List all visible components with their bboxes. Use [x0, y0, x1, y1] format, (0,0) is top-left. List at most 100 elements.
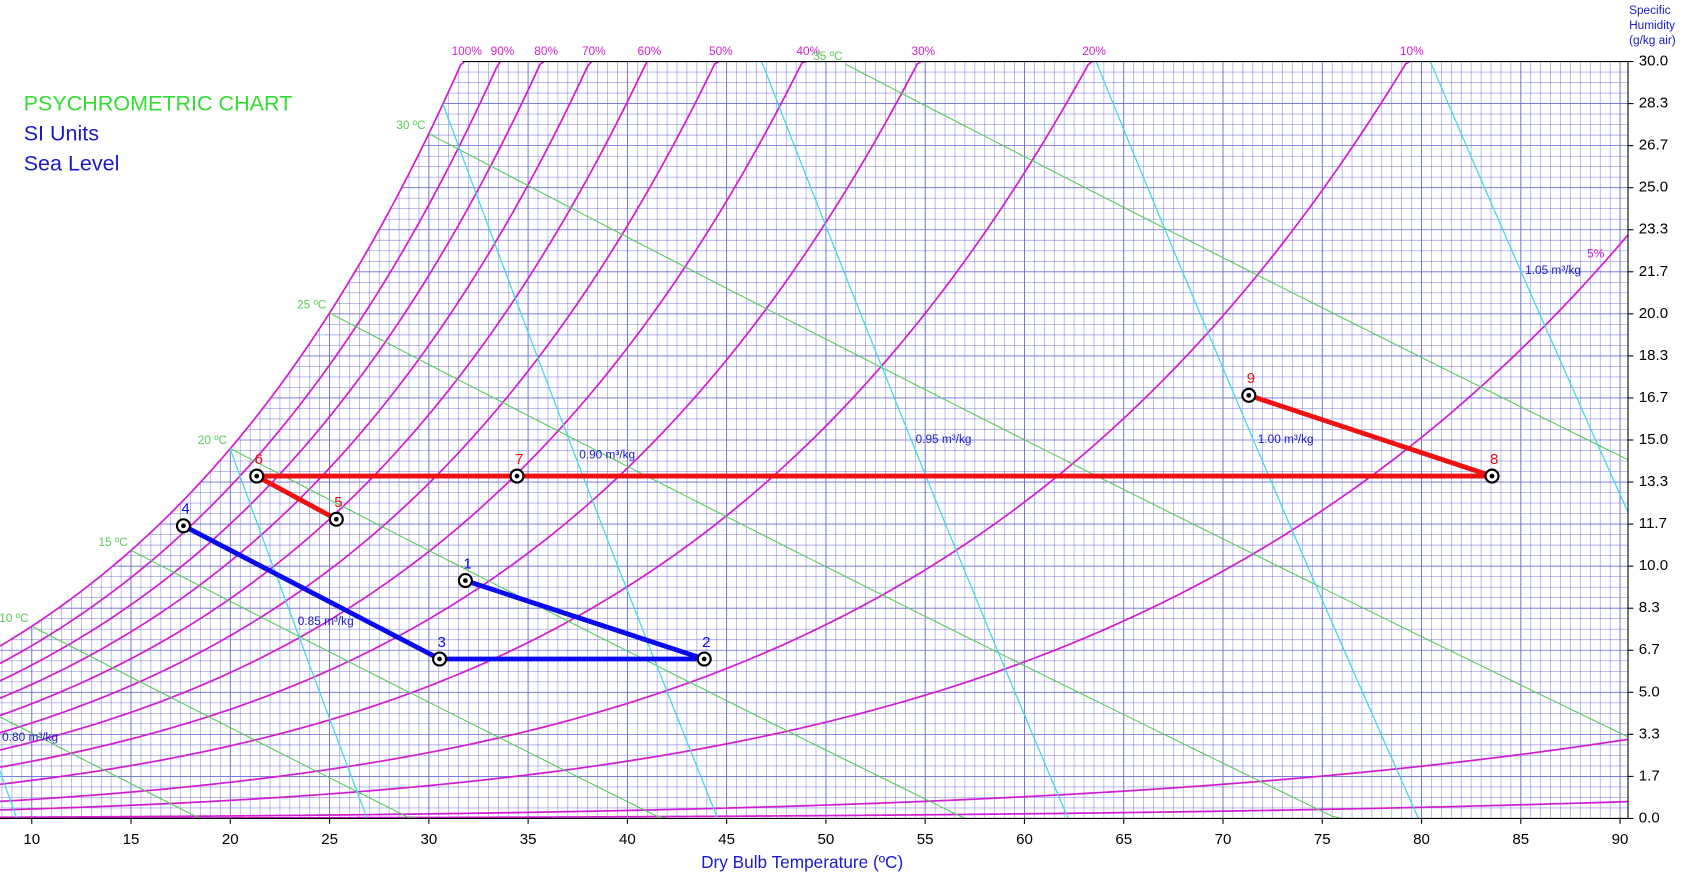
y-tick-label: 1.7	[1639, 767, 1660, 784]
x-tick-label: 70	[1215, 831, 1232, 848]
point-label: 2	[702, 634, 710, 651]
x-tick-label: 80	[1413, 831, 1430, 848]
title-line: SI Units	[24, 121, 99, 145]
volume-label: 1.00 m³/kg	[1258, 432, 1314, 446]
state-point-dot	[463, 578, 468, 583]
point-label: 1	[463, 555, 471, 572]
rh-curve	[0, 60, 466, 647]
state-point-dot	[514, 473, 520, 479]
rh-curve	[0, 800, 1629, 820]
rh-label: 40%	[796, 44, 820, 58]
rh-label: 100%	[452, 44, 483, 58]
x-tick-label: 45	[718, 831, 735, 848]
rh-label: 10%	[1400, 44, 1424, 58]
y-tick-label: 23.3	[1639, 221, 1668, 238]
x-tick-label: 40	[619, 831, 636, 848]
y-tick-label: 25.0	[1639, 179, 1668, 196]
rh-curve	[0, 60, 720, 734]
x-axis-label: Dry Bulb Temperature (ºC)	[701, 852, 903, 872]
x-tick-label: 65	[1115, 831, 1132, 848]
wet-bulb-label: 15 ºC	[98, 535, 128, 549]
volume-label: 0.90 m³/kg	[579, 447, 635, 461]
rh-curve	[0, 738, 1629, 819]
y-tick-label: 10.0	[1639, 557, 1668, 574]
x-tick-label: 25	[321, 831, 338, 848]
y-axis-label: Specific	[1629, 3, 1671, 17]
x-tick-label: 60	[1016, 831, 1033, 848]
state-point-dot	[437, 656, 442, 662]
volume-line	[1095, 61, 1420, 819]
state-point-dot	[333, 516, 339, 522]
state-point-dot	[1246, 392, 1252, 398]
rh-label: 80%	[534, 44, 558, 58]
point-label: 4	[181, 501, 189, 518]
wet-bulb-group	[0, 63, 1629, 819]
y-tick-label: 8.3	[1639, 599, 1660, 616]
wet-bulb-line	[130, 549, 668, 819]
volume-label: 0.95 m³/kg	[916, 432, 972, 446]
rh-curve	[0, 61, 648, 717]
wet-bulb-label: 35 ºC	[813, 49, 843, 63]
volume-line	[1429, 61, 1629, 819]
line-layer	[0, 60, 1629, 820]
x-tick-label: 50	[818, 831, 835, 848]
point-label: 6	[255, 451, 263, 468]
x-tick-label: 20	[222, 831, 239, 848]
y-tick-label: 11.7	[1639, 515, 1667, 532]
point-label: 5	[334, 494, 342, 511]
volume-line	[426, 61, 719, 819]
rh-label: 5%	[1587, 246, 1605, 260]
rh-label: 20%	[1082, 44, 1106, 58]
title-line: Sea Level	[24, 152, 120, 176]
y-tick-label: 13.3	[1639, 473, 1668, 490]
wet-bulb-line	[0, 681, 201, 819]
y-tick-label: 21.7	[1639, 263, 1668, 280]
rh-curve	[0, 60, 1093, 786]
y-tick-label: 15.0	[1639, 431, 1668, 448]
top-layer: 0.01.73.35.06.78.310.011.713.315.016.718…	[0, 44, 1668, 848]
volume-label: 0.85 m³/kg	[298, 614, 354, 628]
wet-bulb-line	[230, 448, 966, 819]
rh-label: 50%	[709, 44, 733, 58]
point-label: 8	[1490, 451, 1498, 468]
wet-bulb-line	[428, 133, 1629, 739]
rh-curve	[0, 61, 502, 665]
wet-bulb-line	[329, 312, 1343, 819]
x-tick-label: 35	[520, 831, 537, 848]
wet-bulb-label: 25 ºC	[297, 298, 327, 312]
y-tick-label: 5.0	[1639, 683, 1660, 700]
rh-curve	[0, 60, 1411, 803]
wet-bulb-line	[31, 625, 419, 819]
title-line: PSYCHROMETRIC CHART	[24, 91, 293, 115]
volume-label: 0.80 m³/kg	[2, 730, 58, 744]
wet-bulb-line	[845, 63, 1629, 462]
y-tick-label: 28.3	[1639, 95, 1668, 112]
x-tick-label: 90	[1612, 831, 1629, 848]
y-tick-label: 16.7	[1639, 389, 1668, 406]
rh-label: 90%	[491, 44, 515, 58]
volume-label: 1.05 m³/kg	[1525, 263, 1581, 277]
x-tick-label: 10	[23, 831, 40, 848]
state-point-dot	[181, 523, 186, 529]
x-tick-label: 55	[917, 831, 934, 848]
state-point-dot	[254, 473, 260, 479]
process-line	[255, 393, 1493, 522]
x-tick-label: 15	[123, 831, 140, 848]
y-tick-label: 6.7	[1639, 641, 1660, 658]
rh-label: 30%	[912, 44, 936, 58]
point-label: 7	[515, 451, 523, 468]
rh-label: 60%	[638, 44, 662, 58]
state-point-dot	[701, 656, 707, 662]
point-label: 9	[1247, 370, 1255, 387]
volume-line	[761, 61, 1069, 819]
y-axis-label: (g/kg air)	[1629, 33, 1676, 47]
y-tick-label: 0.0	[1639, 809, 1660, 826]
x-tick-label: 30	[420, 831, 437, 848]
x-tick-label: 85	[1512, 831, 1529, 848]
point-label: 3	[438, 634, 446, 651]
rh-curve	[0, 234, 1629, 811]
y-tick-label: 26.7	[1639, 137, 1668, 154]
y-tick-label: 30.0	[1639, 53, 1668, 70]
y-axis-label: Humidity	[1629, 18, 1675, 32]
